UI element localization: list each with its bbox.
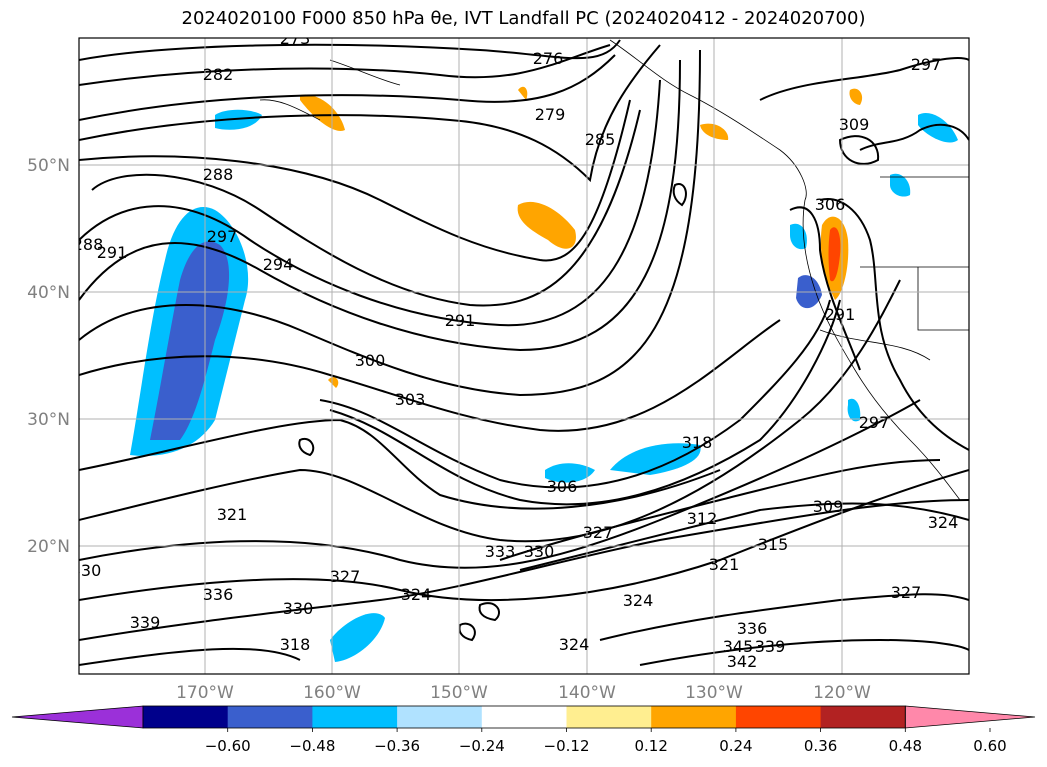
colorbar: −0.60 −0.48 −0.36 −0.24 −0.12 0.12 0.24 0.36 0.4… — [11, 705, 1036, 755]
contour-label: 339 — [130, 613, 161, 632]
contour-label: 324 — [623, 591, 654, 610]
colorbar-tick-label: 0.60 — [973, 737, 1006, 755]
contour-label: 336 — [203, 585, 234, 604]
contour-label: 327 — [583, 523, 614, 542]
contour-label: 285 — [585, 130, 616, 149]
contour-label: 303 — [395, 390, 426, 409]
contour-label: 291 — [825, 305, 856, 324]
colorbar-tick-label: −0.12 — [544, 737, 590, 755]
lon-label: 120°W — [813, 683, 871, 703]
contour-label: 297 — [207, 227, 238, 246]
colorbar-segment — [143, 706, 229, 728]
contour-label: 297 — [911, 55, 942, 74]
contour-label: 318 — [682, 433, 713, 452]
colorbar-tick-label: −0.24 — [459, 737, 505, 755]
lat-label: 30°N — [27, 410, 70, 430]
contour-label: 294 — [263, 255, 294, 274]
colorbar-tick-label: 0.48 — [889, 737, 922, 755]
contour-label: 282 — [203, 65, 234, 84]
colorbar-tick-label: −0.48 — [289, 737, 335, 755]
contour-label: 318 — [280, 635, 311, 654]
colorbar-tick-label: 0.36 — [804, 737, 837, 755]
colorbar-segment — [735, 706, 822, 728]
contour-label: 297 — [859, 413, 890, 432]
contour-label: 330 — [71, 561, 102, 580]
colorbar-tick-label: −0.36 — [374, 737, 420, 755]
contour-label: 279 — [535, 105, 566, 124]
colorbar-segment — [312, 706, 398, 728]
contour-label: 306 — [815, 195, 846, 214]
map-title: 2024020100 F000 850 hPa θe, IVT Landfall… — [181, 8, 866, 29]
contour-label: 312 — [687, 509, 718, 528]
colorbar-segment — [651, 706, 737, 728]
contour-label: 327 — [891, 583, 922, 602]
colorbar-segment — [566, 706, 652, 728]
contour-label: 324 — [559, 635, 590, 654]
contour-label: 273 — [280, 29, 311, 48]
contour-label: 321 — [709, 555, 740, 574]
contour-label: 330 — [283, 599, 314, 618]
contour-label: 288 — [203, 165, 234, 184]
lon-label: 160°W — [303, 683, 361, 703]
contour-label: 300 — [355, 351, 386, 370]
contour-label: 306 — [547, 477, 578, 496]
contour-label: 291 — [445, 311, 476, 330]
lon-label: 170°W — [176, 683, 234, 703]
contour-label: 339 — [755, 637, 786, 656]
coastlines — [259, 39, 969, 501]
contour-label: 291 — [97, 243, 128, 262]
contour-label: 333 — [485, 542, 516, 561]
map-frame — [78, 37, 970, 675]
contour-label: 324 — [928, 513, 959, 532]
contour-label: 288 — [73, 235, 104, 254]
contour-label: 336 — [737, 619, 768, 638]
contour-label: 330 — [524, 542, 555, 561]
colorbar-extend-low — [11, 705, 144, 729]
colorbar-extend-high — [904, 705, 1036, 729]
contour-label: 324 — [401, 585, 432, 604]
colorbar-segment — [227, 706, 313, 728]
colorbar-tick-label: −0.60 — [205, 737, 251, 755]
contour-label: 309 — [839, 115, 870, 134]
contour-lines — [79, 39, 969, 666]
contour-label: 315 — [758, 535, 789, 554]
contour-label: 345 — [723, 637, 754, 656]
lon-label: 150°W — [430, 683, 488, 703]
colorbar-segment — [481, 706, 567, 728]
lat-label: 20°N — [27, 537, 70, 557]
contour-label: 309 — [813, 497, 844, 516]
colorbar-tick-label: 0.24 — [719, 737, 752, 755]
lat-label: 50°N — [27, 156, 70, 176]
colorbar-segment — [397, 706, 483, 728]
contour-label-group: 273 276 279 282 285 288 291 294 297 300 … — [71, 29, 959, 671]
shading-layer — [130, 86, 958, 662]
colorbar-outline — [142, 705, 906, 729]
graticule — [79, 38, 969, 674]
colorbar-tick-label: 0.12 — [634, 737, 667, 755]
longitude-labels: 170°W 160°W 150°W 140°W 130°W 120°W — [176, 683, 871, 703]
lon-label: 140°W — [558, 683, 616, 703]
colorbar-segment — [820, 706, 906, 728]
contour-label: 276 — [533, 49, 564, 68]
contour-label: 342 — [727, 652, 758, 671]
latitude-labels: 50°N 40°N 30°N 20°N — [27, 156, 70, 557]
lon-label: 130°W — [685, 683, 743, 703]
lat-label: 40°N — [27, 283, 70, 303]
contour-label: 327 — [330, 567, 361, 586]
contour-label: 321 — [217, 505, 248, 524]
